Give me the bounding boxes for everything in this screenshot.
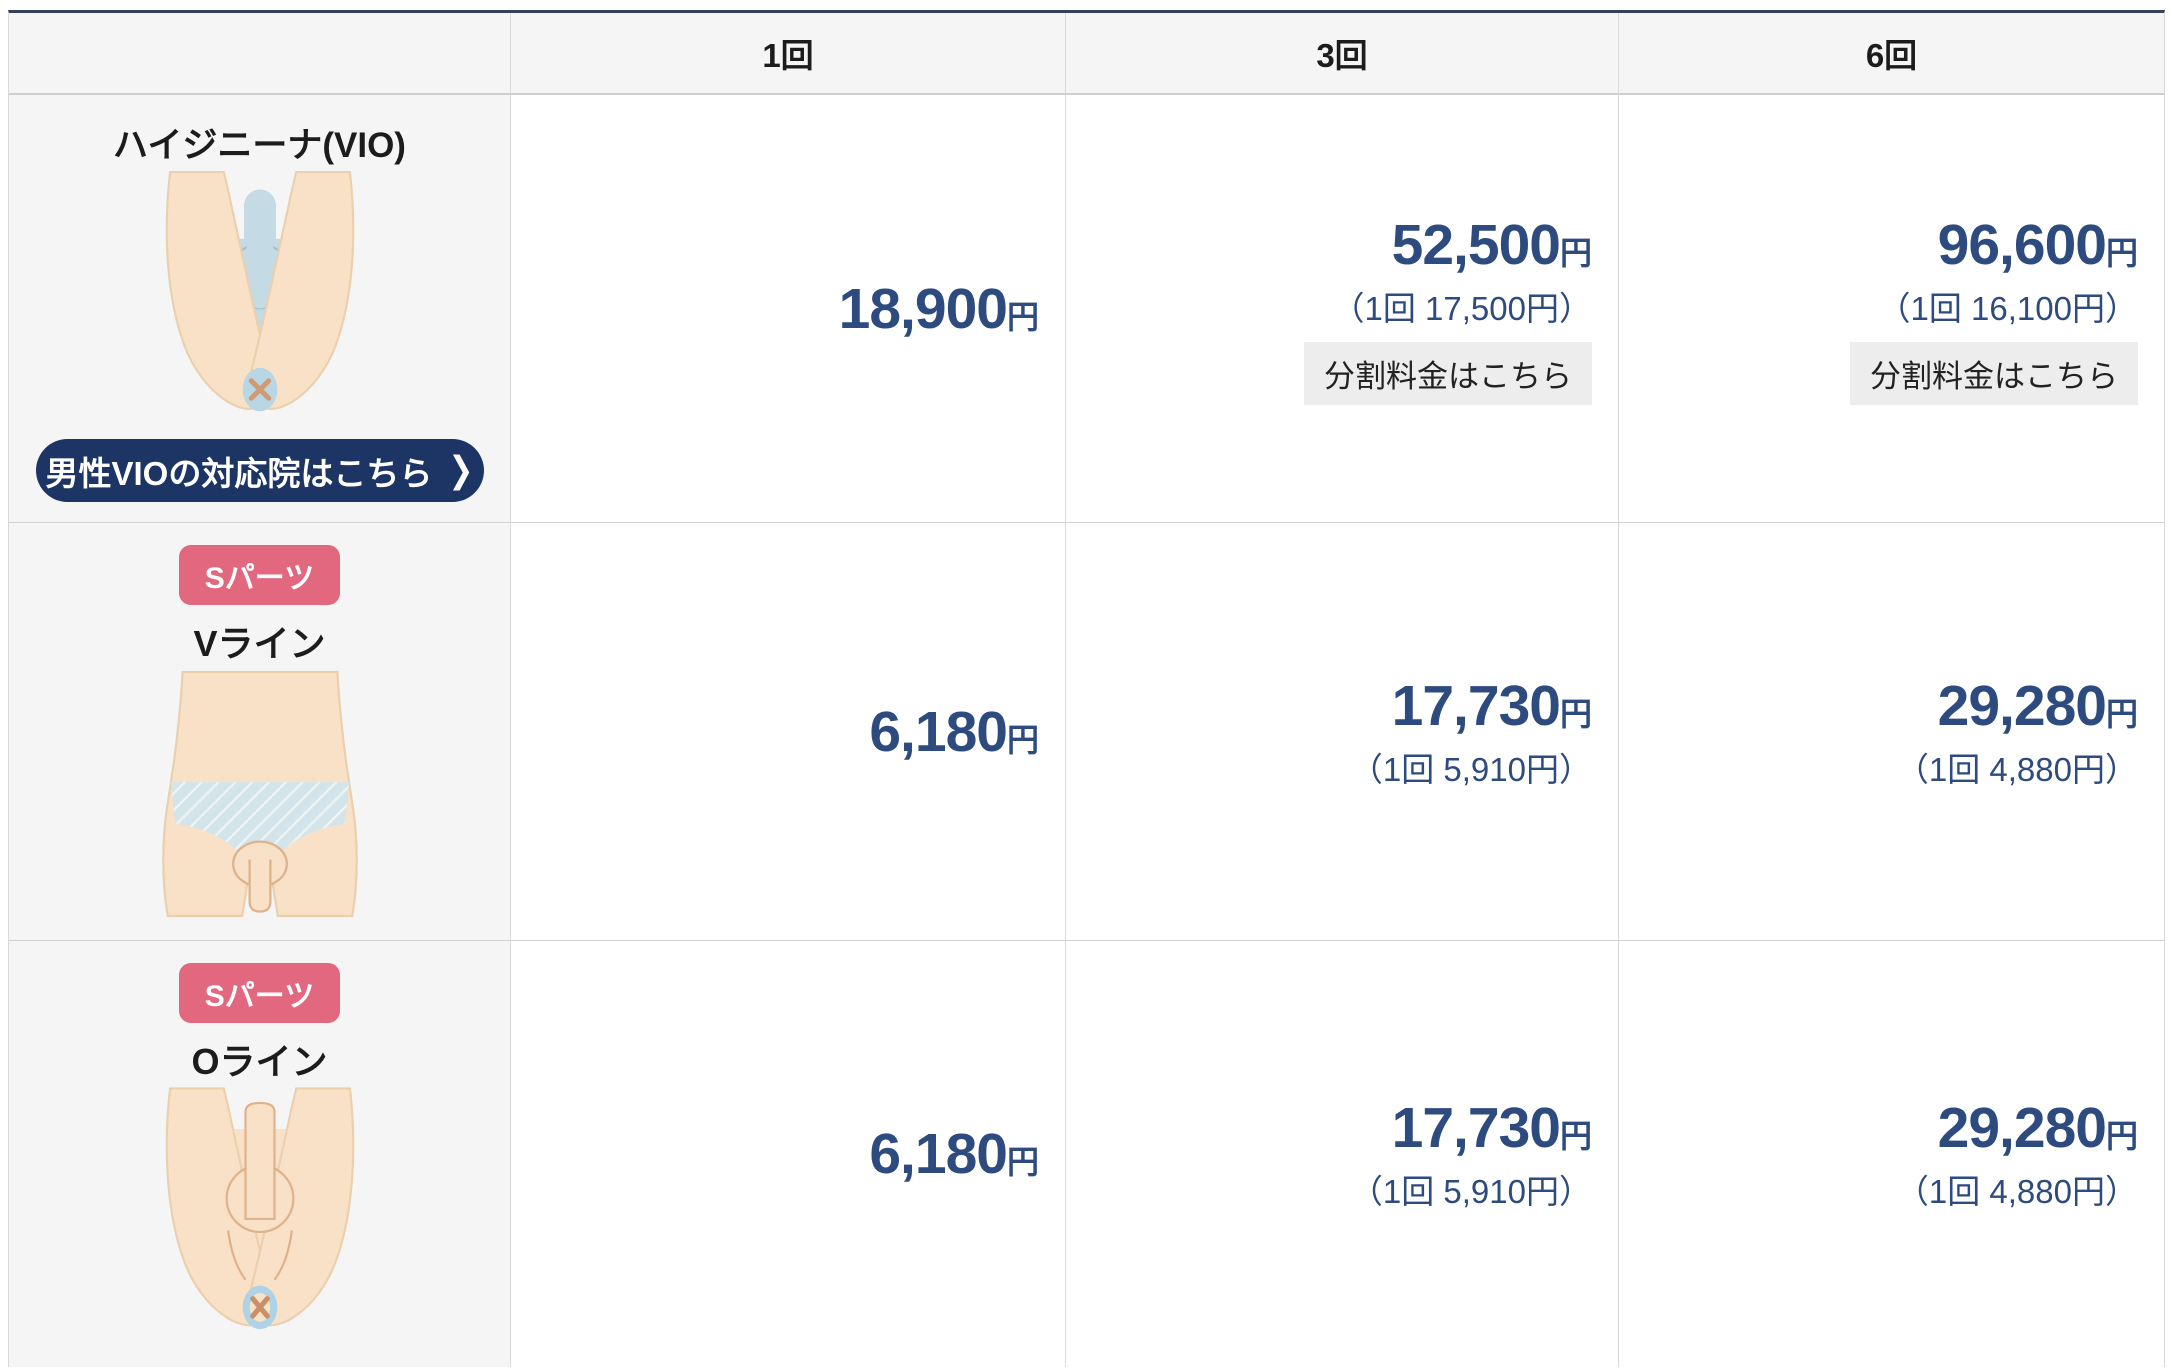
price-cell-o-3: 17,730円 （1回 5,910円） [1066,941,1619,1367]
price-per-session: （1回 4,880円） [1895,750,2138,788]
s-parts-badge: Sパーツ [178,545,341,605]
price-unit: 円 [1559,1118,1592,1154]
row-hygienina-vio-label: ハイジニーナ(VIO) 男性VIOの対応院はこちら [9,95,511,523]
price-amount: 17,730 [1391,1096,1561,1160]
price-cell-vio-3: 52,500円 （1回 17,500円） 分割料金はこちら [1066,95,1619,523]
price-cell-v-1: 6,180円 [511,523,1066,941]
price-cell-vio-1: 18,900円 [511,95,1066,523]
price-amount: 17,730 [1391,673,1561,738]
price-amount: 96,600 [1937,213,2107,277]
price-unit: 円 [1006,721,1039,758]
price-amount: 6,180 [869,699,1008,764]
price-cell-o-6: 29,280円 （1回 4,880円） [1619,941,2164,1367]
price-cell-v-3: 17,730円 （1回 5,910円） [1066,523,1619,941]
price-amount: 52,500 [1391,213,1561,277]
mens-vio-clinics-button[interactable]: 男性VIOの対応院はこちら ❯ [35,439,484,502]
price-unit: 円 [2105,1118,2138,1154]
price-cell-vio-6: 96,600円 （1回 16,100円） 分割料金はこちら [1619,95,2164,523]
price-amount: 6,180 [869,1122,1008,1186]
installment-link[interactable]: 分割料金はこちら [1850,342,2138,405]
price-amount: 29,280 [1937,673,2107,738]
v-line-illustration [25,667,494,920]
price-cell-o-1: 6,180円 [511,941,1066,1367]
row-title: Oライン [191,1041,328,1082]
header-6-times: 6回 [1619,13,2164,95]
price-unit: 円 [1006,1144,1039,1180]
header-1-time: 1回 [511,13,1066,95]
row-title: ハイジニーナ(VIO) [113,126,406,165]
price-amount: 29,280 [1937,1096,2107,1160]
price-unit: 円 [1559,235,1592,271]
chevron-right-icon: ❯ [448,450,474,491]
s-parts-badge: Sパーツ [178,963,341,1023]
price-amount: 18,900 [838,276,1008,341]
price-per-session: （1回 5,910円） [1349,1173,1592,1210]
price-cell-v-6: 29,280円 （1回 4,880円） [1619,523,2164,941]
price-per-session: （1回 4,880円） [1895,1173,2138,1210]
row-v-line-label: Sパーツ Vライン [9,523,511,941]
header-empty-cell [9,13,511,95]
price-per-session: （1回 17,500円） [1331,290,1592,327]
header-3-times: 3回 [1066,13,1619,95]
row-o-line-label: Sパーツ Oライン [9,941,511,1367]
o-line-illustration [25,1085,494,1347]
price-unit: 円 [2105,235,2138,271]
vio-illustration [25,168,494,439]
price-per-session: （1回 16,100円） [1877,290,2138,327]
vio-pricing-table: 1回 3回 6回 ハイジニーナ(VIO) [8,10,2165,1367]
row-title: Vライン [193,623,326,664]
price-unit: 円 [2105,695,2138,732]
price-per-session: （1回 5,910円） [1349,750,1592,788]
price-unit: 円 [1559,695,1592,732]
price-unit: 円 [1006,298,1039,335]
mens-vio-clinics-button-label: 男性VIOの対応院はこちら [45,454,433,492]
installment-link[interactable]: 分割料金はこちら [1304,342,1592,405]
